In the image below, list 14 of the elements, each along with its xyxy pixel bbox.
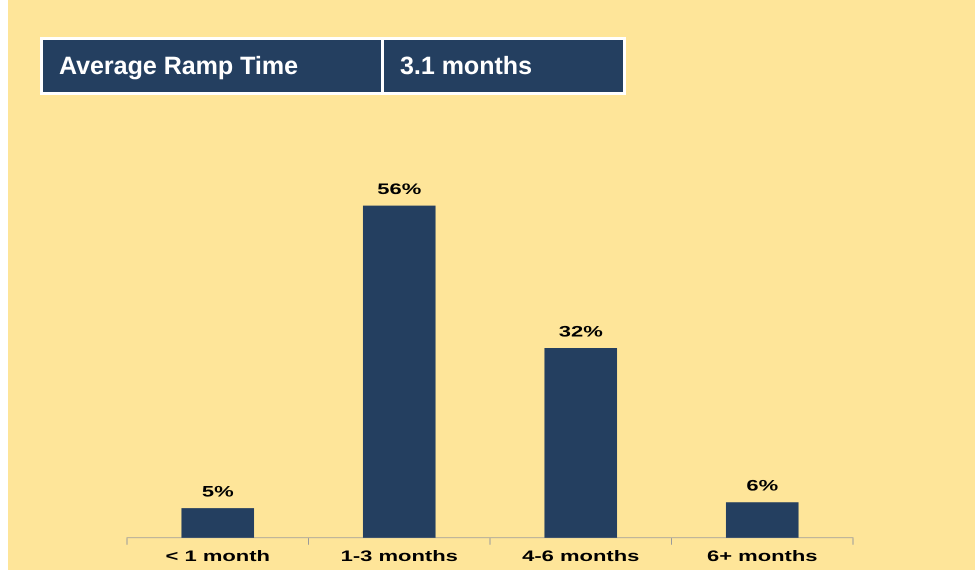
data-label: 56% [377,181,422,198]
data-label: 5% [202,484,234,500]
chart-title: Average Ramp Time [43,40,381,92]
bar [544,348,618,538]
x-tick-label: 4-6 months [522,548,640,565]
chart-subtitle: 3.1 months [384,40,623,92]
data-label: 6% [746,478,778,495]
x-tick-label: 6+ months [706,548,818,565]
bar [726,502,799,538]
data-label: 32% [558,323,603,340]
x-tick-label: 1-3 months [340,548,458,565]
bar [181,508,254,538]
bar [362,206,436,538]
x-tick-label: < 1 month [166,548,270,565]
